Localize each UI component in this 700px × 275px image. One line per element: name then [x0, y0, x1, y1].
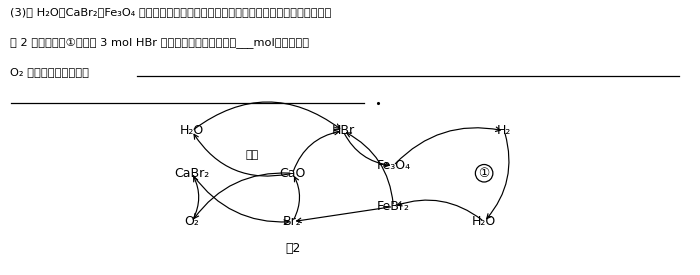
- Text: 高温: 高温: [246, 150, 259, 160]
- Text: ①: ①: [479, 167, 490, 180]
- Text: 图2: 图2: [285, 242, 300, 255]
- Text: H₂O: H₂O: [180, 124, 204, 138]
- Text: O₂ 的生成过程可描述为: O₂ 的生成过程可描述为: [10, 67, 90, 77]
- Text: CaO: CaO: [279, 167, 306, 180]
- Text: HBr: HBr: [331, 124, 355, 138]
- Text: FeBr₂: FeBr₂: [377, 200, 410, 213]
- Text: Fe₃O₄: Fe₃O₄: [377, 159, 410, 172]
- Text: O₂: O₂: [184, 215, 199, 228]
- Text: Br₂: Br₂: [284, 215, 302, 228]
- Text: CaBr₂: CaBr₂: [174, 167, 209, 180]
- Text: 图 2 所示。反应①中生成 3 mol HBr 时生成氢气的物质的量为___mol，从原料到: 图 2 所示。反应①中生成 3 mol HBr 时生成氢气的物质的量为___mo…: [10, 37, 309, 48]
- Text: H₂: H₂: [497, 124, 512, 138]
- Text: H₂O: H₂O: [472, 215, 496, 228]
- Text: (3)以 H₂O、CaBr₂、Fe₃O₄ 为原料进行气固相反应可以实现水的分解制氢气，其反应原理如: (3)以 H₂O、CaBr₂、Fe₃O₄ 为原料进行气固相反应可以实现水的分解制…: [10, 7, 332, 17]
